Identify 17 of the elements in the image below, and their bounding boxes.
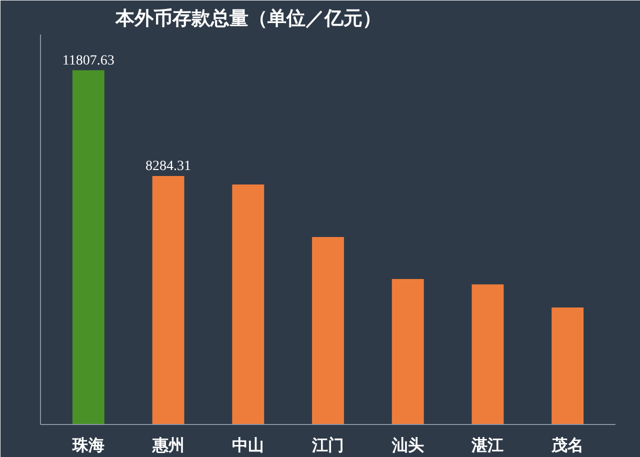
data-label: 8284.31 (146, 158, 192, 174)
chart-title: 本外币存款总量（单位／亿元） (114, 8, 382, 30)
bar (152, 176, 184, 424)
x-tick-label: 茂名 (550, 436, 584, 454)
bar (552, 308, 584, 424)
x-tick-label: 惠州 (151, 436, 184, 454)
x-tick-label: 湛江 (470, 436, 504, 454)
bar (232, 184, 264, 424)
bar (312, 237, 344, 424)
bar (72, 70, 104, 424)
x-tick-label: 中山 (232, 436, 264, 454)
x-tick-label: 江门 (311, 436, 344, 454)
data-label: 11807.63 (62, 53, 114, 68)
bar (392, 279, 424, 424)
bar (472, 284, 504, 424)
x-tick-label: 珠海 (71, 436, 104, 454)
x-tick-label: 汕头 (390, 436, 424, 454)
